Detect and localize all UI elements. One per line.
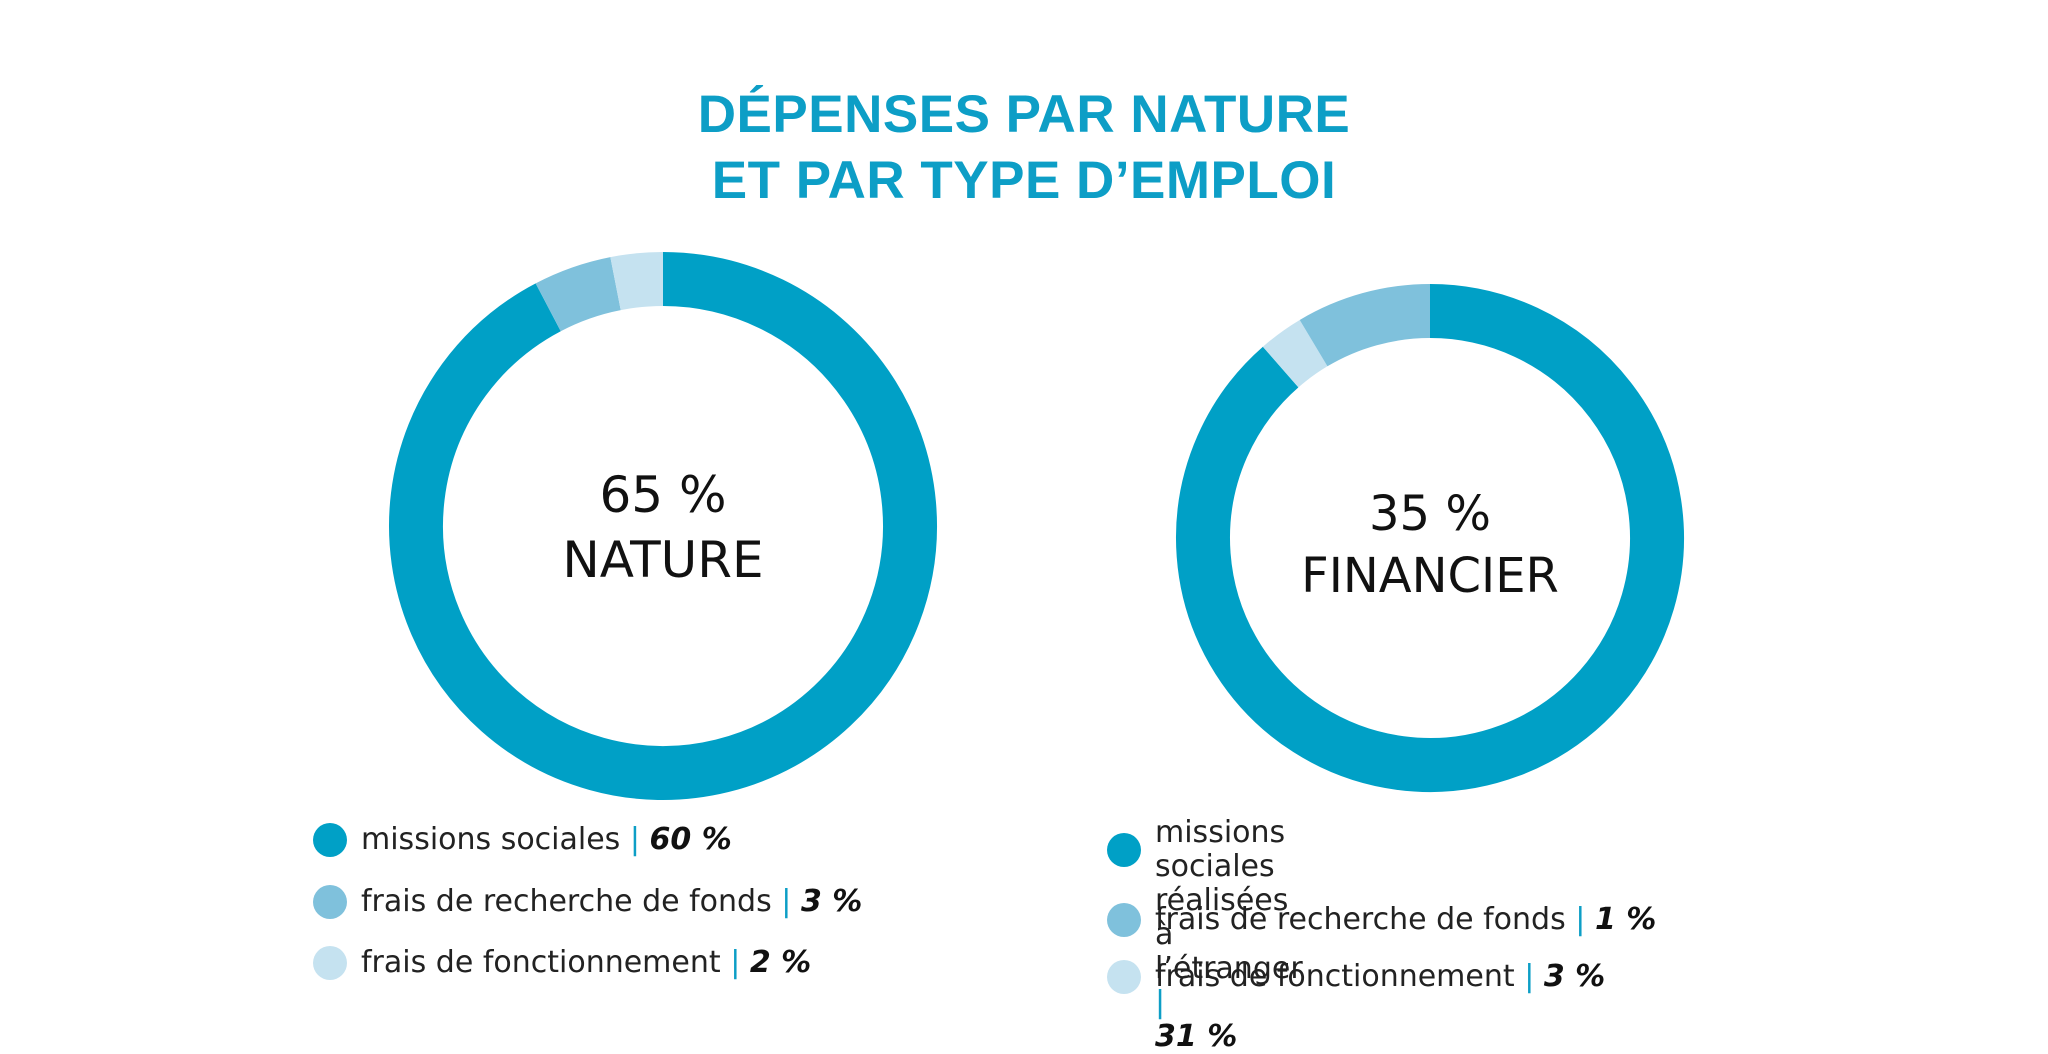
legend-separator: |	[730, 945, 741, 980]
center-value-financier: 35 %	[1369, 486, 1491, 542]
donut-slice-0-2	[610, 252, 664, 311]
donut-slice-1-0	[1176, 284, 1684, 792]
legend-label: frais de fonctionnement	[361, 945, 721, 980]
donut-slice-0-0	[389, 252, 937, 800]
legend-swatch	[1107, 960, 1141, 994]
legend-value: 3 %	[800, 884, 863, 919]
legend-separator: |	[629, 822, 640, 857]
legend-value: 31 %	[1155, 1019, 1238, 1054]
legend-swatch	[313, 823, 347, 857]
legend-label: missions sociales	[361, 822, 621, 857]
legend-label: frais de fonctionnement	[1155, 959, 1515, 994]
legend-swatch	[1107, 833, 1141, 867]
legend-value: 60 %	[649, 822, 732, 857]
legend-separator: |	[781, 884, 792, 919]
center-label-nature: NATURE	[562, 531, 763, 589]
legend-value: 3 %	[1543, 959, 1606, 994]
donut-charts: 65 % NATURE 35 % FINANCIER	[389, 252, 1684, 800]
legend-swatch	[1107, 903, 1141, 937]
legend-separator: |	[1155, 985, 1166, 1020]
center-label-financier: FINANCIER	[1301, 548, 1559, 604]
donut-slice-0-1	[535, 257, 622, 332]
legend-separator: |	[1575, 902, 1586, 937]
donut-chart-financier	[1176, 284, 1684, 792]
legend-separator: |	[1524, 959, 1535, 994]
legend-value: 1 %	[1594, 902, 1657, 937]
chart-title-line-1: DÉPENSES PAR NATURE	[697, 85, 1351, 144]
center-value-nature: 65 %	[599, 466, 726, 524]
legend-label: frais de recherche de fonds	[361, 884, 772, 919]
donut-slice-1-2	[1299, 284, 1431, 367]
legend-label: frais de recherche de fonds	[1155, 902, 1566, 937]
chart-title: DÉPENSES PAR NATURE ET PAR TYPE D’EMPLOI	[0, 82, 2048, 214]
legend-label: missions sociales réalisées à l’étranger	[1155, 815, 1303, 986]
donut-chart-nature	[389, 252, 937, 800]
chart-title-line-2: ET PAR TYPE D’EMPLOI	[711, 151, 1337, 210]
legend-swatch	[313, 946, 347, 980]
legend-swatch	[313, 885, 347, 919]
donut-slice-1-1	[1262, 319, 1328, 388]
legend-value: 2 %	[749, 945, 812, 980]
